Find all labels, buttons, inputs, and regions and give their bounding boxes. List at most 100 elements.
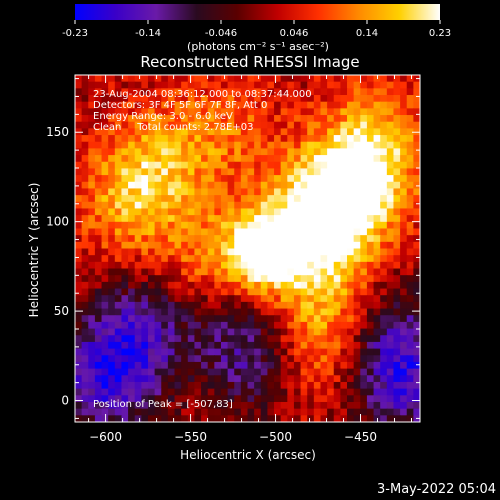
heatmap-pixel (347, 175, 355, 183)
heatmap-pixel (340, 301, 348, 310)
heatmap-pixel (307, 188, 315, 196)
heatmap-pixel (101, 175, 109, 183)
heatmap-pixel (167, 228, 176, 236)
heatmap-pixel (181, 135, 189, 143)
heatmap-pixel (101, 235, 109, 243)
heatmap-pixel (267, 101, 275, 109)
heatmap-pixel (141, 355, 149, 363)
plot-frame (74, 74, 421, 423)
heatmap-pixel (201, 128, 209, 136)
heatmap-pixel (201, 301, 209, 310)
heatmap-pixel (274, 101, 282, 109)
heatmap-pixel (373, 195, 381, 203)
heatmap-pixel (280, 288, 288, 296)
heatmap-pixel (167, 355, 176, 363)
heatmap-pixel (108, 95, 116, 103)
heatmap-pixel (101, 301, 109, 310)
heatmap-pixel (147, 335, 156, 343)
heatmap-pixel (267, 235, 275, 243)
heatmap-pixel (280, 115, 288, 123)
heatmap-pixel (108, 75, 116, 83)
heatmap-pixel (141, 128, 149, 136)
heatmap-pixel (167, 375, 176, 383)
heatmap-pixel (380, 381, 388, 390)
heatmap-pixel (227, 261, 235, 270)
heatmap-pixel (94, 135, 103, 143)
heatmap-pixel (333, 341, 341, 350)
heatmap-pixel (101, 121, 109, 129)
heatmap-pixel (293, 255, 302, 263)
heatmap-pixel (81, 281, 89, 290)
heatmap-pixel (386, 208, 395, 216)
heatmap-pixel (347, 281, 355, 290)
heatmap-pixel (121, 275, 129, 283)
heatmap-pixel (247, 255, 255, 263)
heatmap-pixel (75, 248, 83, 256)
heatmap-pixel (227, 135, 235, 143)
heatmap-pixel (333, 315, 341, 323)
heatmap-pixel (280, 95, 288, 103)
heatmap-pixel (121, 228, 129, 236)
heatmap-pixel (201, 81, 209, 89)
heatmap-pixel (128, 355, 136, 363)
heatmap-pixel (413, 281, 420, 290)
heatmap-pixel (280, 175, 288, 183)
heatmap-pixel (380, 121, 388, 129)
heatmap-pixel (406, 108, 414, 116)
heatmap-pixel (327, 235, 335, 243)
heatmap-pixel (280, 395, 288, 403)
heatmap-pixel (274, 215, 282, 223)
heatmap-pixel (313, 208, 322, 216)
heatmap-pixel (128, 341, 136, 350)
heatmap-pixel (313, 121, 322, 129)
heatmap-pixel (400, 381, 408, 390)
heatmap-pixel (174, 181, 182, 190)
heatmap-pixel (373, 408, 381, 416)
heatmap-pixel (267, 308, 275, 316)
heatmap-pixel (81, 115, 89, 123)
heatmap-pixel (293, 241, 302, 250)
heatmap-pixel (293, 401, 302, 410)
heatmap-pixel (360, 401, 368, 410)
heatmap-pixel (300, 368, 308, 376)
heatmap-pixel (154, 81, 162, 89)
heatmap-pixel (134, 395, 142, 403)
heatmap-pixel (293, 188, 302, 196)
heatmap-pixel (267, 128, 275, 136)
heatmap-pixel (154, 155, 162, 163)
heatmap-pixel (280, 81, 288, 89)
heatmap-pixel (121, 241, 129, 250)
heatmap-pixel (94, 248, 103, 256)
heatmap-pixel (380, 135, 388, 143)
heatmap-pixel (134, 368, 142, 376)
heatmap-pixel (94, 108, 103, 116)
heatmap-pixel (353, 228, 361, 236)
heatmap-pixel (207, 235, 215, 243)
heatmap-pixel (128, 228, 136, 236)
heatmap-pixel (373, 275, 381, 283)
heatmap-pixel (333, 368, 341, 376)
heatmap-pixel (114, 235, 123, 243)
heatmap-pixel (393, 155, 401, 163)
heatmap-pixel (174, 328, 182, 336)
heatmap-pixel (201, 235, 209, 243)
heatmap-pixel (347, 88, 355, 96)
heatmap-pixel (313, 268, 322, 276)
heatmap-pixel (234, 95, 242, 103)
heatmap-pixel (280, 148, 288, 156)
heatmap-pixel (366, 235, 375, 243)
heatmap-pixel (373, 155, 381, 163)
heatmap-pixel (101, 88, 109, 96)
heatmap-pixel (88, 328, 96, 336)
heatmap-pixel (114, 95, 123, 103)
heatmap-pixel (287, 401, 295, 410)
heatmap-pixel (141, 348, 149, 356)
heatmap-pixel (353, 321, 361, 330)
heatmap-pixel (347, 108, 355, 116)
heatmap-pixel (81, 135, 89, 143)
heatmap-pixel (313, 161, 322, 170)
heatmap-pixel (353, 415, 361, 422)
heatmap-pixel (406, 155, 414, 163)
heatmap-pixel (234, 261, 242, 270)
heatmap-pixel (327, 101, 335, 109)
